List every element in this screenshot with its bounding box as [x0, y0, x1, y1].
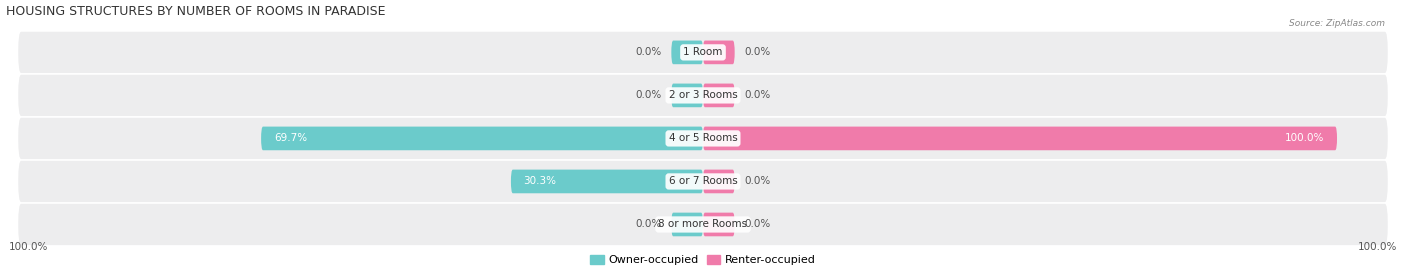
FancyBboxPatch shape	[18, 161, 1388, 202]
Text: 100.0%: 100.0%	[1285, 133, 1324, 143]
Text: 0.0%: 0.0%	[636, 90, 662, 100]
FancyBboxPatch shape	[671, 41, 703, 64]
Text: 69.7%: 69.7%	[274, 133, 307, 143]
FancyBboxPatch shape	[671, 213, 703, 236]
FancyBboxPatch shape	[510, 170, 703, 193]
Text: 0.0%: 0.0%	[744, 47, 770, 57]
Text: 0.0%: 0.0%	[636, 47, 662, 57]
Text: 0.0%: 0.0%	[744, 176, 770, 186]
FancyBboxPatch shape	[18, 118, 1388, 159]
FancyBboxPatch shape	[671, 84, 703, 107]
FancyBboxPatch shape	[18, 32, 1388, 73]
Text: 100.0%: 100.0%	[8, 242, 48, 252]
FancyBboxPatch shape	[703, 84, 735, 107]
Text: 6 or 7 Rooms: 6 or 7 Rooms	[669, 176, 737, 186]
Text: 4 or 5 Rooms: 4 or 5 Rooms	[669, 133, 737, 143]
FancyBboxPatch shape	[703, 41, 735, 64]
FancyBboxPatch shape	[703, 213, 735, 236]
Text: 30.3%: 30.3%	[523, 176, 557, 186]
Text: 1 Room: 1 Room	[683, 47, 723, 57]
FancyBboxPatch shape	[18, 204, 1388, 245]
FancyBboxPatch shape	[18, 75, 1388, 116]
FancyBboxPatch shape	[262, 127, 703, 150]
Legend: Owner-occupied, Renter-occupied: Owner-occupied, Renter-occupied	[591, 255, 815, 265]
Text: 0.0%: 0.0%	[744, 220, 770, 229]
FancyBboxPatch shape	[703, 127, 1337, 150]
Text: 8 or more Rooms: 8 or more Rooms	[658, 220, 748, 229]
Text: 2 or 3 Rooms: 2 or 3 Rooms	[669, 90, 737, 100]
Text: 100.0%: 100.0%	[1358, 242, 1398, 252]
Text: 0.0%: 0.0%	[744, 90, 770, 100]
FancyBboxPatch shape	[703, 170, 735, 193]
Text: HOUSING STRUCTURES BY NUMBER OF ROOMS IN PARADISE: HOUSING STRUCTURES BY NUMBER OF ROOMS IN…	[6, 5, 385, 18]
Text: 0.0%: 0.0%	[636, 220, 662, 229]
Text: Source: ZipAtlas.com: Source: ZipAtlas.com	[1289, 19, 1385, 28]
